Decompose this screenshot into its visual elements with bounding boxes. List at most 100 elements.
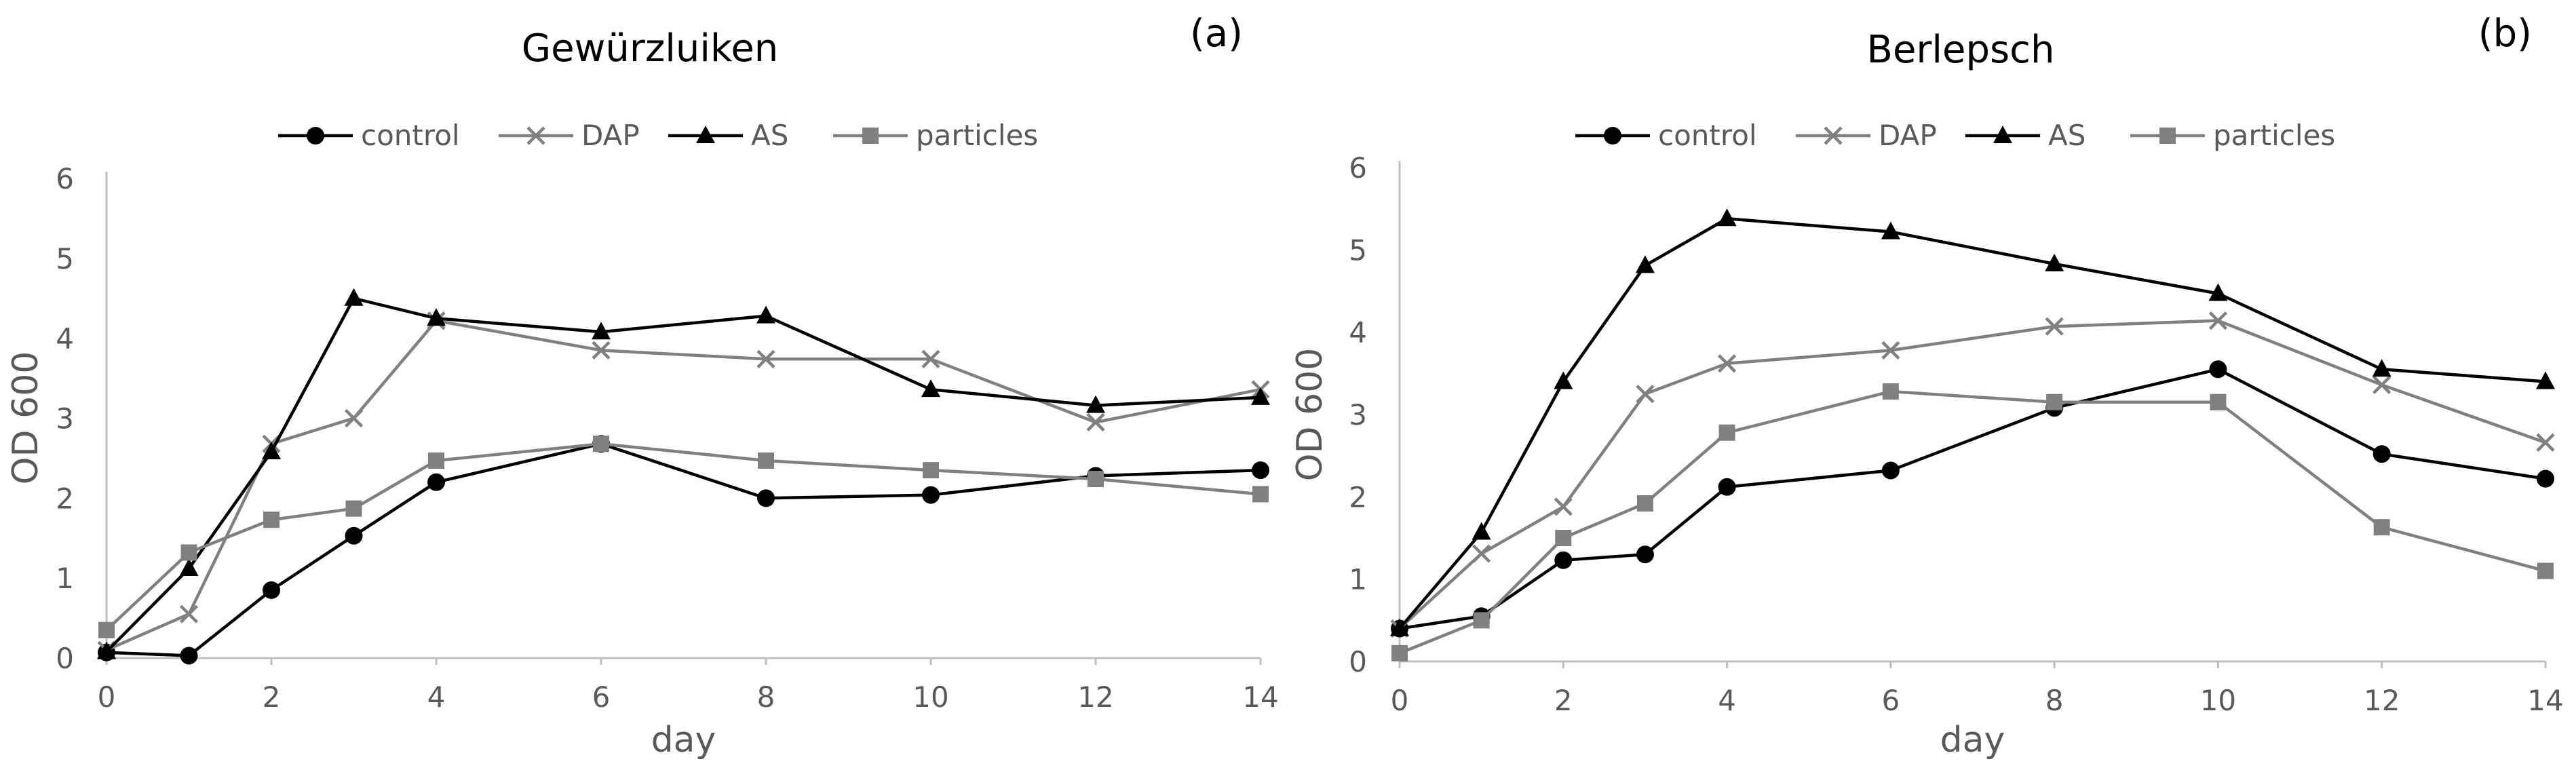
y-tick-label: 5 [56, 242, 74, 275]
x-tick-label: 2 [1554, 684, 1573, 717]
series-line [106, 319, 1261, 652]
y-tick-label: 4 [56, 322, 74, 355]
y-tick-label: 6 [56, 162, 74, 195]
data-point [2208, 283, 2228, 301]
series-AS [97, 288, 1270, 659]
x-tick-label: 4 [427, 680, 446, 714]
y-tick-label: 0 [56, 642, 74, 675]
data-point [263, 581, 280, 599]
data-point [1881, 341, 1900, 360]
chart-title: Gewürzluiken [522, 26, 779, 71]
legend-marker [307, 127, 324, 145]
legend-marker [696, 126, 715, 143]
data-point [1718, 424, 1735, 441]
x-tick-label: 10 [2200, 684, 2236, 717]
data-point [2209, 360, 2227, 379]
x-tick-label: 0 [1391, 684, 1409, 717]
data-point [262, 441, 281, 459]
y-tick-label: 1 [56, 562, 74, 595]
x-axis-label: day [651, 720, 716, 761]
data-point [922, 486, 940, 504]
data-point [1086, 395, 1105, 413]
series-line [105, 296, 1261, 653]
legend-label: AS [751, 119, 788, 152]
series-particles [98, 436, 1269, 638]
x-tick-label: 10 [912, 680, 948, 714]
series-particles [1391, 383, 2554, 661]
data-point [97, 641, 116, 659]
y-tick-label: 6 [1349, 151, 1367, 185]
data-point [2372, 359, 2391, 377]
data-point [1636, 495, 1653, 512]
x-tick-label: 6 [1881, 684, 1900, 717]
data-point [1881, 461, 1900, 480]
legend-label: control [361, 119, 460, 152]
data-point [1554, 497, 1573, 516]
series-DAP [1390, 311, 2555, 638]
data-point [2210, 393, 2227, 410]
data-point [344, 288, 364, 306]
data-point [180, 544, 197, 561]
data-point [756, 305, 775, 324]
data-point [2537, 469, 2554, 488]
data-point [1635, 255, 1655, 273]
x-tick-label: 2 [263, 680, 281, 714]
data-point [2045, 253, 2064, 271]
data-point [1717, 208, 1737, 227]
data-point [1472, 522, 1491, 540]
series-control [1391, 360, 2554, 638]
x-tick-label: 8 [2045, 684, 2064, 717]
legend-label: DAP [1879, 119, 1937, 152]
legend-marker [1604, 127, 1621, 145]
legend-item-DAP: DAP [499, 119, 640, 152]
data-point [1636, 385, 1655, 404]
data-point [427, 308, 446, 326]
legend-item-control: control [278, 119, 460, 152]
data-point [1390, 618, 1409, 636]
legend-marker [1993, 126, 2012, 143]
y-tick-label: 1 [1349, 563, 1367, 596]
x-tick-label: 12 [1077, 680, 1113, 714]
legend-marker [862, 128, 879, 144]
x-tick-label: 12 [2364, 684, 2400, 717]
x-tick-label: 14 [2527, 684, 2563, 717]
y-tick-label: 3 [56, 402, 74, 436]
x-tick-label: 14 [1242, 680, 1278, 714]
data-point [756, 349, 775, 368]
legend-marker [1824, 126, 1843, 145]
y-tick-label: 4 [1349, 316, 1367, 349]
series-line [106, 442, 1261, 657]
legend-label: particles [916, 119, 1038, 152]
data-point [427, 473, 445, 491]
legend-item-particles: particles [2130, 119, 2335, 152]
data-point [1554, 551, 1573, 569]
legend-marker [2159, 128, 2176, 144]
x-tick-label: 0 [98, 680, 116, 714]
legend-item-particles: particles [833, 119, 1038, 152]
data-point [2537, 562, 2554, 579]
legend-label: AS [2048, 119, 2085, 152]
y-axis-label: OD 600 [1290, 348, 1330, 482]
data-point [2208, 311, 2228, 330]
data-point [1086, 412, 1105, 431]
data-point [758, 452, 774, 469]
legend-item-control: control [1575, 119, 1757, 152]
x-tick-label: 8 [757, 680, 775, 714]
series-AS [1390, 208, 2555, 636]
series-line [1398, 319, 2546, 630]
data-point [98, 621, 115, 638]
y-axis-label: OD 600 [5, 351, 46, 485]
legend-label: control [1658, 119, 1757, 152]
chart-title: Berlepsch [1867, 28, 2055, 72]
legend-label: DAP [581, 119, 640, 152]
y-tick-label: 2 [1349, 480, 1367, 514]
data-point [593, 436, 609, 453]
series-line [1398, 216, 2546, 630]
panel-label: (a) [1190, 12, 1243, 56]
x-axis-label: day [1940, 720, 2005, 761]
data-point [923, 462, 939, 479]
data-point [1251, 387, 1270, 405]
